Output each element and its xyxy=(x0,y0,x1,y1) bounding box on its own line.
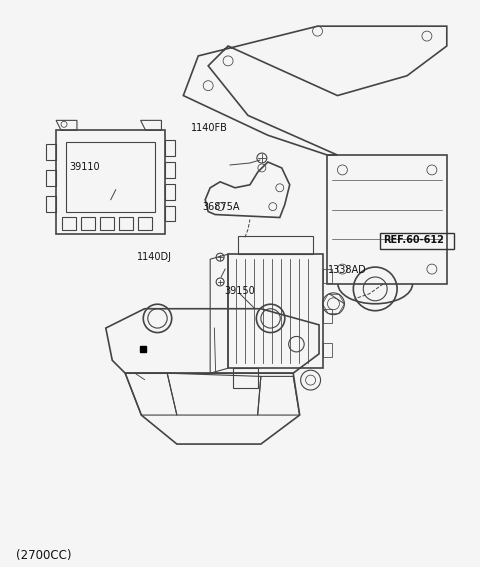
Text: 36875A: 36875A xyxy=(202,202,240,211)
Bar xyxy=(327,155,447,284)
Text: 39150: 39150 xyxy=(225,286,255,296)
Bar xyxy=(100,217,114,230)
Bar xyxy=(238,236,312,254)
Bar xyxy=(66,142,156,211)
Bar xyxy=(81,217,95,230)
Bar xyxy=(166,140,175,156)
Bar xyxy=(323,269,333,283)
Text: (2700CC): (2700CC) xyxy=(16,549,71,562)
Text: REF.60-612: REF.60-612 xyxy=(383,235,444,246)
Bar xyxy=(46,144,56,160)
Bar xyxy=(46,196,56,211)
Text: 1140FB: 1140FB xyxy=(191,123,228,133)
Bar xyxy=(166,184,175,200)
Bar xyxy=(46,170,56,186)
Bar xyxy=(166,206,175,222)
Bar xyxy=(228,254,323,368)
Bar xyxy=(323,308,333,323)
Bar xyxy=(323,344,333,357)
Bar xyxy=(119,217,132,230)
Text: 39110: 39110 xyxy=(70,162,100,172)
Bar xyxy=(138,217,152,230)
Bar xyxy=(166,162,175,178)
Text: 1140DJ: 1140DJ xyxy=(137,252,172,262)
Bar xyxy=(56,130,166,234)
Bar xyxy=(62,217,76,230)
Text: 1338AD: 1338AD xyxy=(328,265,367,275)
